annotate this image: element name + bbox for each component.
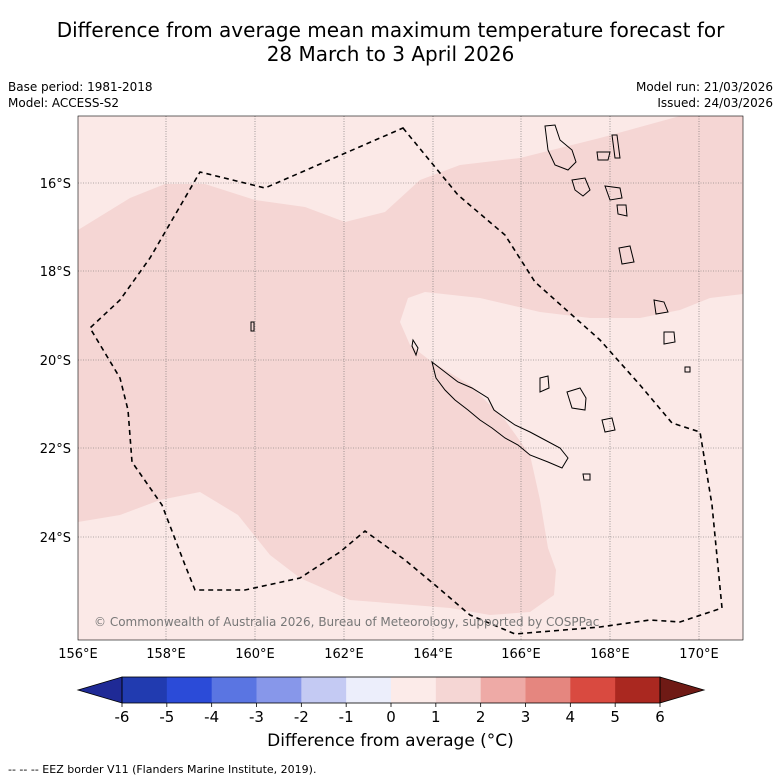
colorbar-box (256, 677, 302, 703)
colorbar-box (480, 677, 526, 703)
base-period: Base period: 1981-2018 (8, 80, 153, 94)
isle-of-pines (582, 473, 591, 481)
lon-label-164e: 164°E (413, 647, 453, 662)
colorbar-box (301, 677, 347, 703)
lat-labels: 16°S 18°S 20°S 22°S 24°S (40, 177, 71, 546)
lon-label-166e: 166°E (501, 647, 541, 662)
colorbar-tick-label: -6 (115, 708, 130, 726)
lat-label-18s: 18°S (40, 265, 71, 280)
vanuatu-ambrym (596, 151, 611, 161)
gridlines (78, 116, 743, 640)
colorbar-tick-label: -2 (294, 708, 309, 726)
colorbar-tick-label: 0 (386, 708, 396, 726)
lat-label-16s: 16°S (40, 177, 71, 192)
colorbar: -6 -5 -4 -3 -2 -1 0 1 2 3 4 5 6 (76, 676, 706, 726)
lat-label-22s: 22°S (40, 442, 71, 457)
chesterfield-reef (250, 321, 255, 332)
colorbar-tick-label: -5 (159, 708, 174, 726)
model-name: Model: ACCESS-S2 (8, 96, 120, 110)
loyalty-islands-lifou (566, 387, 587, 411)
copyright-text: © Commonwealth of Australia 2026, Bureau… (94, 615, 599, 629)
model-run: Model run: 21/03/2026 (635, 80, 773, 94)
loyalty-islands-mare (601, 417, 616, 433)
new-caledonia-grande-terre (431, 360, 569, 469)
colorbar-box (570, 677, 616, 703)
colorbar-tick-label: 6 (655, 708, 665, 726)
belep-islands (411, 338, 419, 357)
issued-date: Issued: 24/03/2026 (657, 96, 773, 110)
colorbar-box (211, 677, 257, 703)
meta-right: Model run: 21/03/2026 Issued: 24/03/2026 (636, 79, 773, 111)
colorbar-box (615, 677, 661, 703)
colorbar-high-extend (659, 676, 706, 704)
map-frame (77, 115, 744, 641)
colorbar-box (435, 677, 482, 703)
lat-label-24s: 24°S (40, 531, 71, 546)
colorbar-box (391, 677, 437, 703)
colorbar-tick-label: 1 (431, 708, 441, 726)
vanuatu-pentecost (604, 185, 623, 201)
loyalty-islands-ouvea (539, 375, 550, 393)
coastlines (250, 124, 691, 481)
vanuatu-espiritu-santo (544, 124, 577, 171)
colorbar-box (346, 677, 392, 703)
lon-label-160e: 160°E (235, 647, 275, 662)
vanuatu-tanna (653, 299, 669, 315)
lon-label-162e: 162°E (324, 647, 364, 662)
lon-label-156e: 156°E (58, 647, 98, 662)
vanuatu-aneityum (663, 331, 676, 345)
colorbar-tick-label: 5 (610, 708, 620, 726)
matthew-island (684, 366, 691, 373)
lon-labels: 156°E 158°E 160°E 162°E 164°E 166°E 168°… (58, 647, 719, 662)
anomaly-band-1to2 (78, 116, 743, 615)
colorbar-tick-label: -3 (249, 708, 264, 726)
colorbar-tick-label: -4 (204, 708, 219, 726)
colorbar-title: Difference from average (°C) (267, 731, 514, 751)
vanuatu-erromango (618, 245, 635, 265)
eez-footnote: -- -- -- EEZ border V11 (Flanders Marine… (8, 763, 317, 776)
colorbar-box (122, 677, 168, 703)
vanuatu-efate (616, 204, 628, 217)
meta-left: Base period: 1981-2018 Model: ACCESS-S2 (8, 79, 153, 111)
colorbar-tick-label: 4 (566, 708, 576, 726)
lon-label-168e: 168°E (590, 647, 630, 662)
colorbar-low-extend (76, 676, 123, 704)
colorbar-tick-label: -1 (339, 708, 354, 726)
lon-label-170e: 170°E (679, 647, 719, 662)
colorbar-box (525, 677, 571, 703)
title-line-1: Difference from average mean maximum tem… (56, 18, 725, 42)
colorbar-tick-label: 3 (521, 708, 531, 726)
lon-label-158e: 158°E (146, 647, 186, 662)
lat-label-20s: 20°S (40, 354, 71, 369)
colorbar-tick-label: 2 (476, 708, 486, 726)
vanuatu-maewo (611, 134, 621, 159)
title-line-2: 28 March to 3 April 2026 (266, 42, 515, 66)
chart-title: Difference from average mean maximum tem… (0, 18, 781, 66)
colorbar-box (166, 677, 213, 703)
vanuatu-malekula (571, 177, 591, 197)
